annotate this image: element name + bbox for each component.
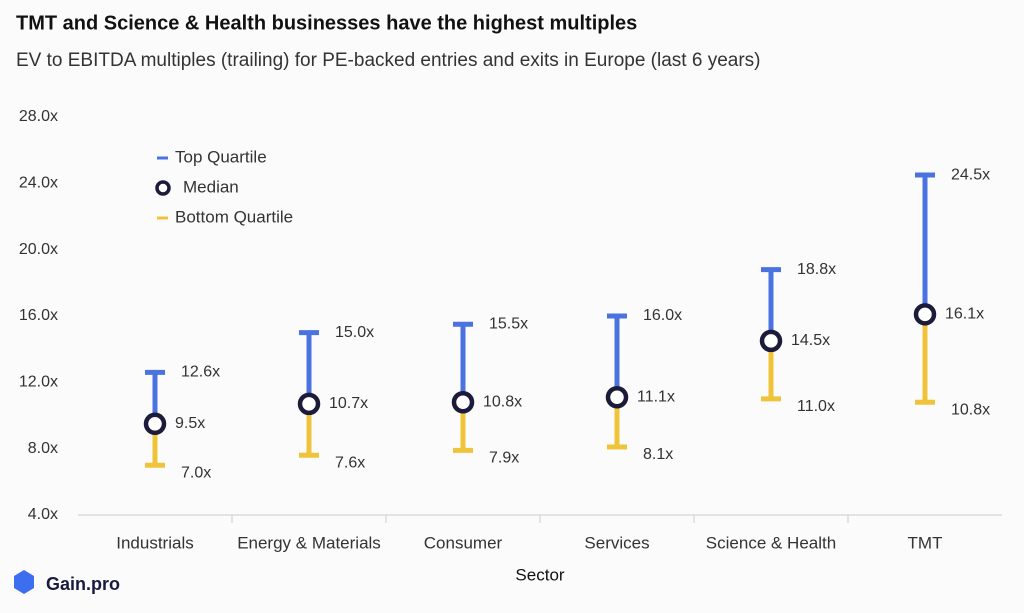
x-tick-label: Services — [584, 533, 649, 552]
bottom-value-label: 11.0x — [797, 398, 835, 415]
median-value-label: 10.7x — [329, 395, 368, 412]
legend-marker — [155, 180, 171, 196]
y-tick-label: 12.0x — [19, 374, 58, 391]
y-tick-label: 16.0x — [19, 307, 58, 324]
bottom-value-label: 10.8x — [951, 401, 990, 418]
x-tick-label: Energy & Materials — [237, 533, 381, 552]
top-value-label: 24.5x — [951, 166, 990, 183]
legend-label: Bottom Quartile — [175, 207, 293, 226]
top-quartile-range — [761, 267, 781, 341]
y-tick-label: 28.0x — [19, 108, 58, 125]
legend-label: Top Quartile — [175, 147, 267, 166]
x-axis-label: Sector — [515, 565, 564, 584]
bottom-value-label: 7.9x — [489, 450, 519, 467]
y-tick-label: 8.0x — [28, 440, 58, 457]
top-value-label: 16.0x — [643, 307, 682, 324]
top-quartile-range — [453, 321, 473, 403]
top-quartile-range — [299, 330, 319, 404]
logo-icon — [14, 570, 34, 594]
median-value-label: 16.1x — [945, 306, 984, 323]
top-value-label: 12.6x — [181, 364, 220, 381]
median-marker — [759, 329, 783, 353]
top-value-label: 18.8x — [797, 261, 836, 278]
top-value-label: 15.5x — [489, 316, 528, 333]
median-marker — [605, 386, 629, 409]
median-value-label: 11.1x — [637, 388, 675, 405]
median-value-label: 10.8x — [483, 393, 522, 410]
x-tick-label: Science & Health — [706, 533, 836, 552]
bottom-value-label: 7.6x — [335, 455, 365, 472]
top-quartile-range — [915, 172, 935, 315]
bottom-value-label: 8.1x — [643, 446, 673, 463]
y-tick-label: 24.0x — [19, 175, 58, 192]
legend-label: Median — [183, 177, 239, 196]
x-tick-label: TMT — [908, 533, 943, 552]
median-marker — [143, 412, 167, 436]
median-marker — [913, 303, 937, 326]
median-value-label: 14.5x — [791, 332, 830, 349]
y-tick-label: 4.0x — [28, 506, 58, 523]
median-marker — [451, 390, 475, 414]
top-value-label: 15.0x — [335, 324, 374, 341]
bottom-quartile-range — [915, 314, 935, 405]
bottom-value-label: 7.0x — [181, 464, 211, 481]
y-tick-label: 20.0x — [19, 241, 58, 258]
median-value-label: 9.5x — [175, 415, 205, 432]
chart-subtitle: EV to EBITDA multiples (trailing) for PE… — [16, 50, 760, 71]
logo-text: Gain.pro — [46, 574, 120, 594]
logo: Gain.pro — [14, 570, 120, 594]
median-marker — [297, 392, 321, 416]
x-tick-label: Consumer — [424, 533, 503, 552]
x-tick-label: Industrials — [116, 533, 193, 552]
top-quartile-range — [607, 313, 627, 398]
chart-title: TMT and Science & Health businesses have… — [16, 12, 637, 34]
